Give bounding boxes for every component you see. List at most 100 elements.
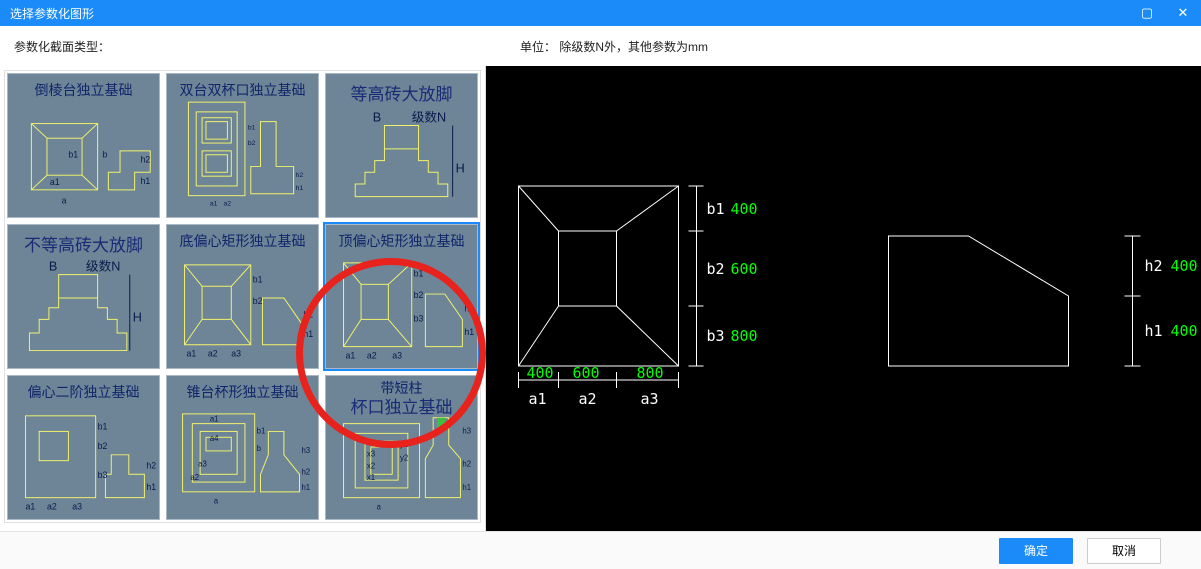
- ok-button[interactable]: 确定: [999, 538, 1073, 564]
- svg-text:a4: a4: [210, 434, 219, 443]
- svg-text:H: H: [133, 310, 142, 324]
- svg-text:h1: h1: [146, 482, 156, 492]
- svg-text:a2: a2: [367, 350, 377, 360]
- dim-a1-label: a1: [529, 390, 547, 408]
- svg-text:a1: a1: [345, 350, 355, 360]
- thumbnail-panel: 倒棱台独立基础 b1b a1a h2h1: [0, 66, 486, 531]
- svg-text:b1: b1: [414, 269, 424, 279]
- svg-text:h2: h2: [301, 467, 310, 476]
- svg-text:a: a: [62, 195, 67, 205]
- svg-text:h1: h1: [140, 176, 150, 186]
- dim-b3-label: b3: [707, 327, 725, 345]
- dim-h2-value: 400: [1171, 257, 1198, 275]
- svg-text:b2: b2: [414, 290, 424, 300]
- svg-text:b2: b2: [253, 296, 263, 306]
- svg-text:b3: b3: [414, 313, 424, 323]
- svg-text:h2: h2: [140, 155, 150, 165]
- svg-text:a3: a3: [72, 501, 82, 511]
- dim-b3-value: 800: [731, 327, 758, 345]
- svg-text:a: a: [377, 502, 382, 511]
- thumbnail-grid: 倒棱台独立基础 b1b a1a h2h1: [4, 70, 481, 523]
- thumb-shuangtai[interactable]: 双台双杯口独立基础 a1a2 b1b2 h2h1: [166, 73, 319, 218]
- svg-text:h3: h3: [462, 426, 471, 435]
- dim-a2-value: 600: [573, 364, 600, 382]
- svg-text:a2: a2: [47, 501, 57, 511]
- thumb-daiduanzhu[interactable]: 带短柱 杯口独立基础 x3x2x1 y1y2 a: [325, 375, 478, 520]
- dim-b2-label: b2: [707, 260, 725, 278]
- svg-text:H: H: [456, 161, 465, 175]
- thumb-budenggao[interactable]: 不等高砖大放脚 B 级数N H: [7, 224, 160, 369]
- svg-text:h1: h1: [301, 483, 310, 492]
- dim-a1-value: 400: [527, 364, 554, 382]
- footer: 确定 取消: [0, 531, 1201, 569]
- dim-a2-label: a2: [579, 390, 597, 408]
- titlebar-buttons: ▢ ✕: [1129, 0, 1201, 26]
- type-label: 参数化截面类型：: [14, 38, 110, 55]
- thumb-zhuitai[interactable]: 锥台杯形独立基础 a1a4 a3a2 b1b a h3h2h1: [166, 375, 319, 520]
- svg-text:h1: h1: [464, 327, 474, 337]
- dim-h1-value: 400: [1171, 322, 1198, 340]
- thumb-daolingtai[interactable]: 倒棱台独立基础 b1b a1a h2h1: [7, 73, 160, 218]
- dim-h1-label: h1: [1145, 322, 1163, 340]
- dim-b1-label: b1: [707, 200, 725, 218]
- dim-a3-label: a3: [641, 390, 659, 408]
- svg-text:b1: b1: [98, 421, 108, 431]
- svg-text:h2: h2: [146, 460, 156, 470]
- svg-text:h2: h2: [303, 309, 313, 319]
- svg-text:h2: h2: [296, 172, 304, 179]
- svg-text:h1: h1: [296, 185, 304, 192]
- thumb-dingpianxin[interactable]: 顶偏心矩形独立基础 b1b2b3 a1a2a3 h2h1: [325, 224, 478, 369]
- preview-panel: b1 400 b2 600 b3 800 400 600 800 a1 a2: [486, 66, 1201, 531]
- header-strip: 参数化截面类型： 单位： 除级数N外，其他参数为mm: [0, 26, 1201, 66]
- dim-h2-label: h2: [1145, 257, 1163, 275]
- svg-text:y1: y1: [400, 440, 408, 449]
- svg-text:h1: h1: [462, 483, 471, 492]
- dim-a3-value: 800: [637, 364, 664, 382]
- svg-text:x3: x3: [367, 450, 375, 459]
- svg-text:y2: y2: [400, 454, 408, 463]
- svg-text:a1: a1: [50, 177, 60, 187]
- svg-text:a2: a2: [208, 348, 218, 358]
- svg-text:a2: a2: [224, 200, 232, 207]
- svg-text:b: b: [257, 444, 261, 453]
- thumb-dipianxin[interactable]: 底偏心矩形独立基础 b1b2 a1a2a3 h2h1: [166, 224, 319, 369]
- svg-text:a3: a3: [231, 348, 241, 358]
- svg-text:B: B: [373, 111, 381, 125]
- svg-text:h3: h3: [301, 446, 310, 455]
- svg-text:b1: b1: [253, 274, 263, 284]
- svg-text:h2: h2: [464, 304, 474, 314]
- svg-text:a: a: [214, 497, 219, 506]
- svg-text:x1: x1: [367, 473, 375, 482]
- svg-text:a1: a1: [210, 200, 218, 207]
- svg-text:h1: h1: [303, 329, 313, 339]
- svg-text:h2: h2: [462, 459, 471, 468]
- svg-text:b2: b2: [98, 441, 108, 451]
- unit-label: 单位： 除级数N外，其他参数为mm: [520, 38, 708, 55]
- maximize-button[interactable]: ▢: [1129, 0, 1165, 26]
- thumb-pianxin2jie[interactable]: 偏心二阶独立基础 b1b2b3 a1a2a3 h2h1: [7, 375, 160, 520]
- svg-text:a3: a3: [198, 459, 207, 468]
- svg-text:b1: b1: [257, 426, 266, 435]
- thumb-denggao[interactable]: 等高砖大放脚 B 级数N H: [325, 73, 478, 218]
- preview-svg: b1 400 b2 600 b3 800 400 600 800 a1 a2: [486, 66, 1201, 531]
- svg-text:b1: b1: [248, 124, 256, 131]
- svg-text:b: b: [102, 150, 107, 160]
- svg-text:级数N: 级数N: [86, 260, 120, 274]
- main-area: 倒棱台独立基础 b1b a1a h2h1: [0, 66, 1201, 531]
- svg-text:b2: b2: [248, 140, 256, 147]
- dim-b2-value: 600: [731, 260, 758, 278]
- svg-text:a1: a1: [186, 348, 196, 358]
- svg-text:a3: a3: [392, 350, 402, 360]
- dim-b1-value: 400: [731, 200, 758, 218]
- titlebar: 选择参数化图形 ▢ ✕: [0, 0, 1201, 26]
- close-button[interactable]: ✕: [1165, 0, 1201, 26]
- svg-text:a2: a2: [190, 473, 199, 482]
- svg-text:a1: a1: [26, 501, 36, 511]
- window-title: 选择参数化图形: [10, 5, 94, 22]
- svg-text:级数N: 级数N: [412, 111, 446, 125]
- cancel-button[interactable]: 取消: [1087, 538, 1161, 564]
- svg-text:b1: b1: [68, 150, 78, 160]
- svg-text:b3: b3: [98, 470, 108, 480]
- svg-text:x2: x2: [367, 461, 375, 470]
- svg-text:a1: a1: [210, 415, 219, 424]
